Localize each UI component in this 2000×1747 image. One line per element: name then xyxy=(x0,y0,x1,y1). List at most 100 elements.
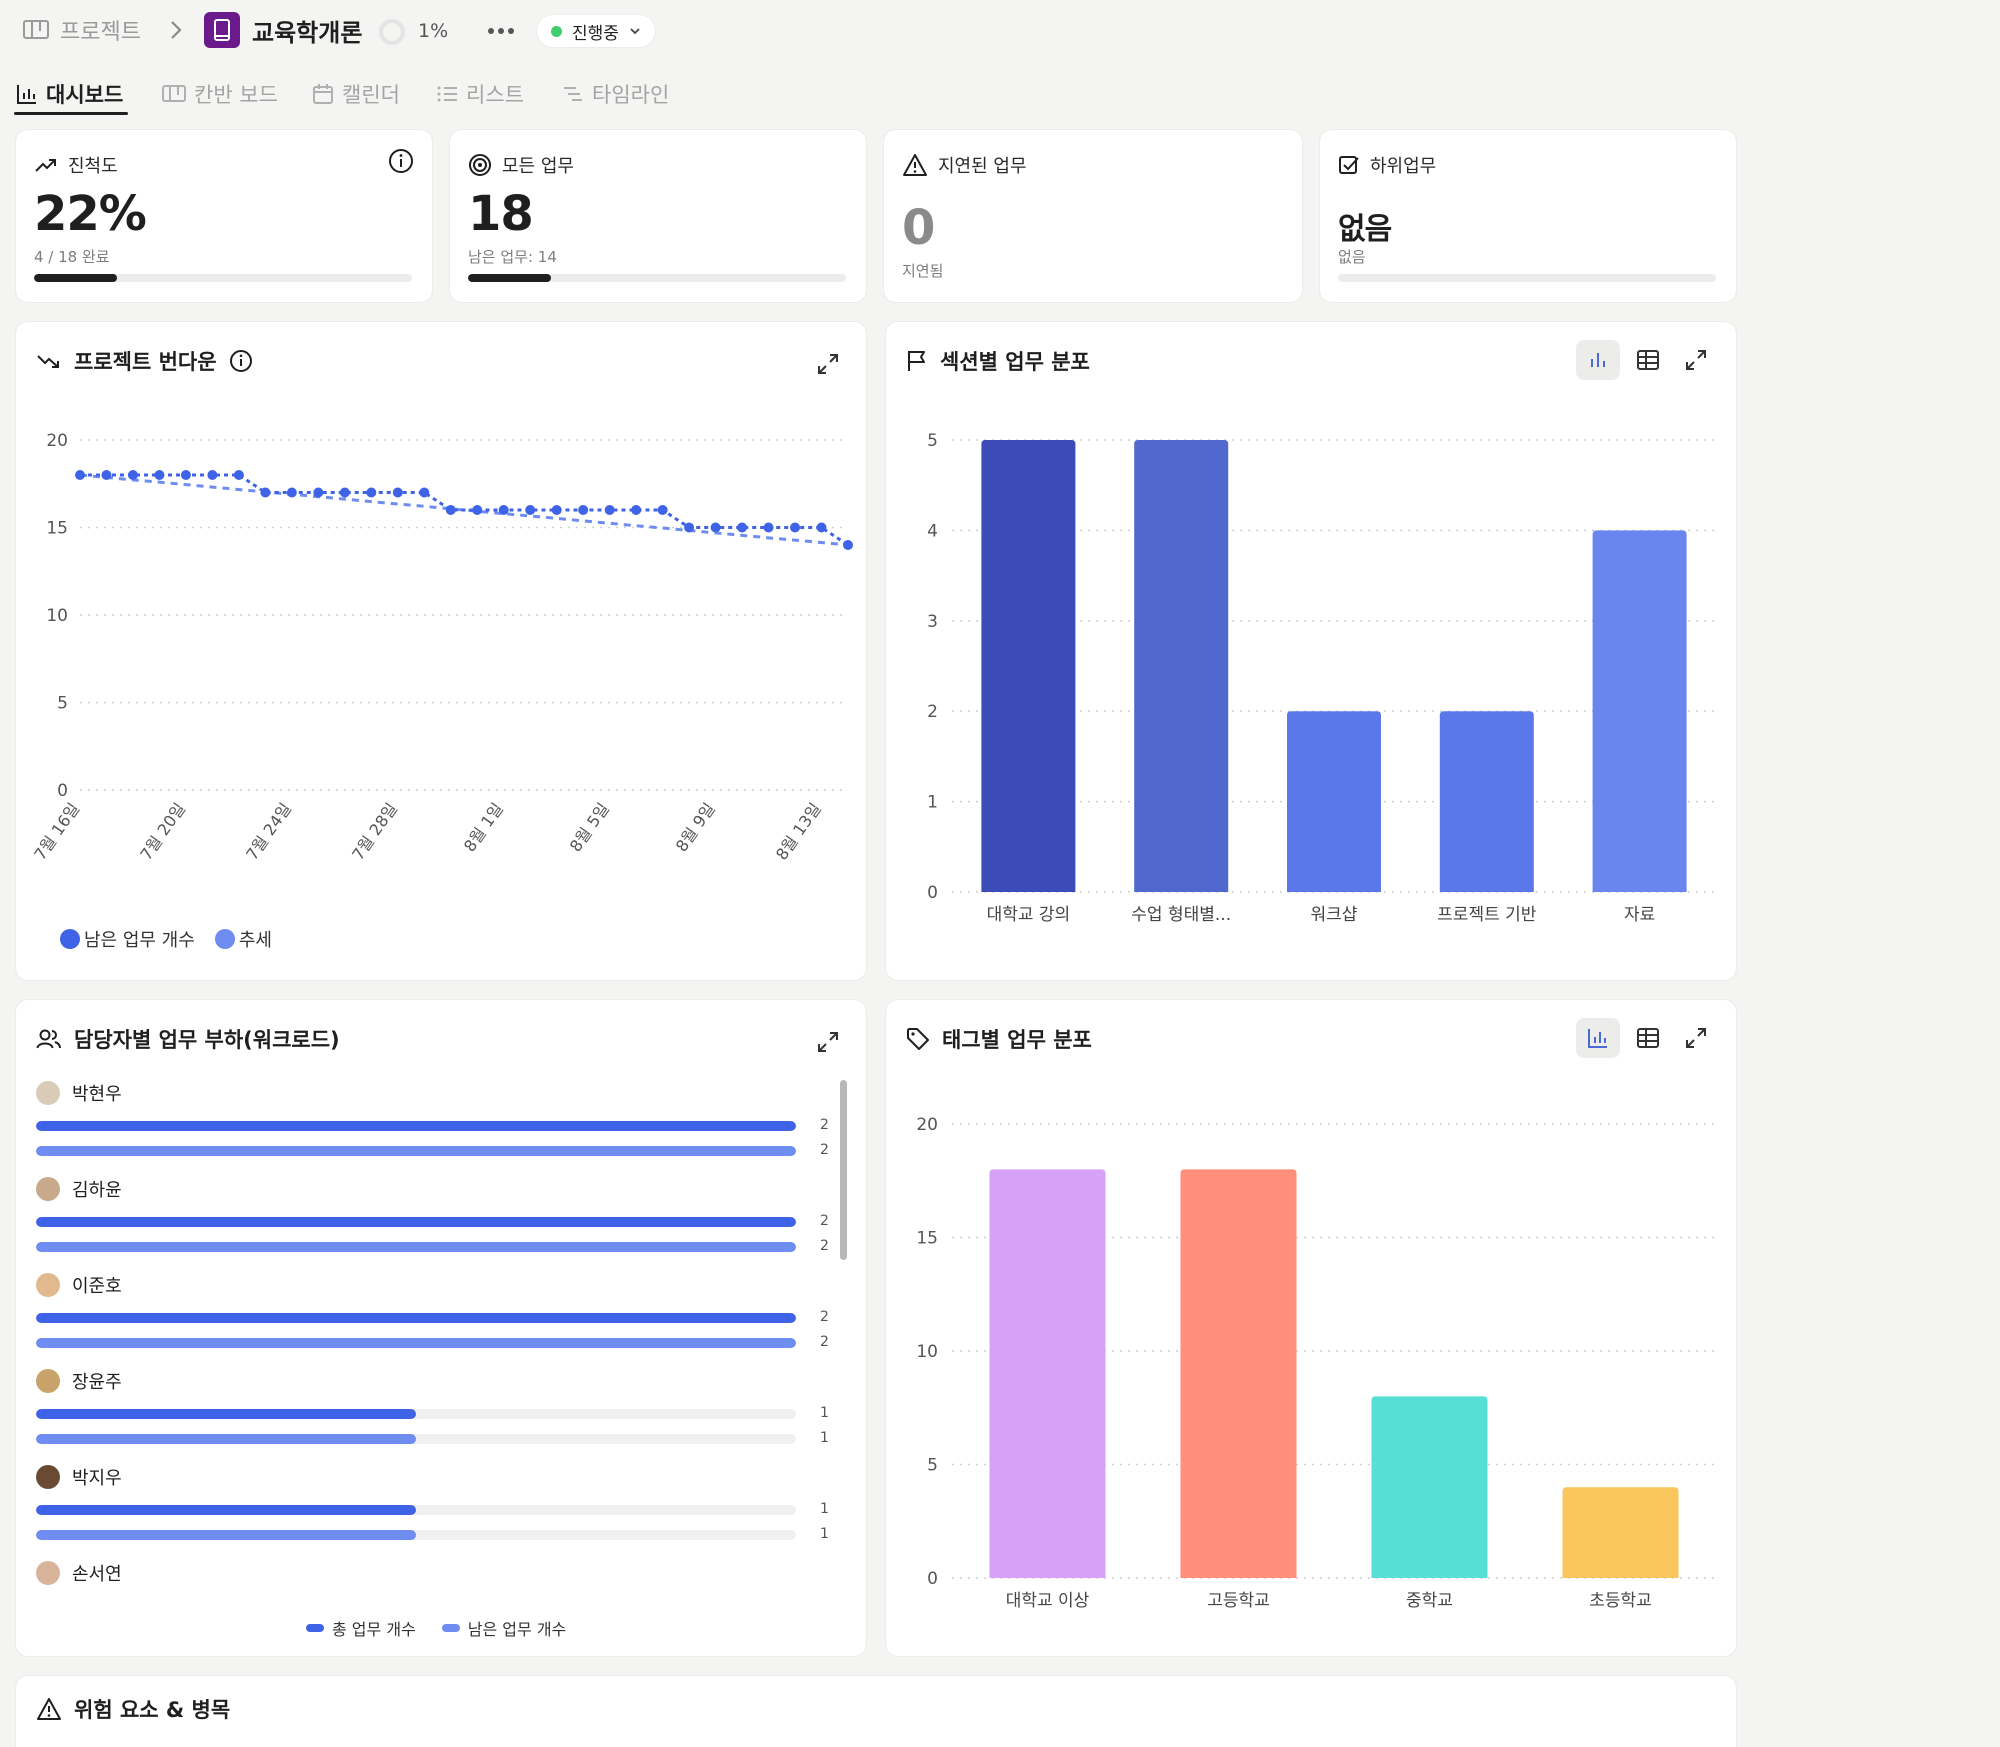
legend-swatch xyxy=(60,929,80,949)
breadcrumb-project[interactable]: 교육학개론 xyxy=(204,12,362,48)
section-distribution-panel: 섹션별 업무 분포 0 1 2 3 4 5 대학교 강의 수업 형태별... 워크샵 프로젝트 기… xyxy=(886,322,1736,980)
expand-icon xyxy=(1684,1026,1708,1050)
expand-button[interactable] xyxy=(1674,340,1718,380)
panel-title: 담당자별 업무 부하(워크로드) xyxy=(36,1024,340,1054)
more-icon[interactable] xyxy=(486,22,516,40)
stat-progress-fill xyxy=(468,274,552,282)
remaining-point xyxy=(339,487,350,498)
flag-icon xyxy=(906,349,928,373)
chart-view-button[interactable] xyxy=(1576,1018,1620,1058)
x-tick-label: 대학교 이상 xyxy=(1006,1591,1090,1611)
x-tick-label: 워크샵 xyxy=(1311,905,1358,925)
timeline-icon xyxy=(562,84,584,104)
y-tick-label: 10 xyxy=(916,1342,938,1362)
remaining-point xyxy=(127,470,138,480)
table-view-button[interactable] xyxy=(1626,1018,1670,1058)
top-bar: 프로젝트 교육학개론 1% 진행중 xyxy=(0,0,2000,64)
stat-title-label: 진척도 xyxy=(68,156,118,177)
panel-title-label: 태그별 업무 분포 xyxy=(942,1028,1092,1052)
remaining-point xyxy=(419,487,430,498)
table-view-button[interactable] xyxy=(1626,340,1670,380)
remaining-tasks-count: 1 xyxy=(820,1526,829,1542)
remaining-point xyxy=(551,505,562,515)
chart-view-button[interactable] xyxy=(1576,340,1620,380)
x-tick-label: 7월 28일 xyxy=(348,799,401,863)
tab-calendar[interactable]: 캘린더 xyxy=(312,78,400,110)
expand-button[interactable] xyxy=(806,344,850,384)
workload-person: 박현우 xyxy=(36,1080,122,1106)
tab-label: 대시보드 xyxy=(46,83,124,107)
bar xyxy=(1562,1487,1679,1578)
legend-item-total: 총 업무 개수 xyxy=(306,1616,416,1640)
panel-title-label: 담당자별 업무 부하(워크로드) xyxy=(74,1028,340,1052)
total-tasks-count: 2 xyxy=(820,1213,829,1229)
tag-distribution-panel: 태그별 업무 분포 0 5 10 15 20 대학교 이상 고등학교 중학교 초등학교 xyxy=(886,1000,1736,1656)
total-tasks-fill xyxy=(36,1505,416,1515)
info-icon[interactable] xyxy=(229,349,253,373)
y-tick-label: 20 xyxy=(916,1115,938,1135)
x-tick-label: 8월 13일 xyxy=(772,799,825,863)
tab-list[interactable]: 리스트 xyxy=(436,78,524,110)
breadcrumb-root[interactable]: 프로젝트 xyxy=(22,14,141,46)
status-dropdown[interactable]: 진행중 xyxy=(536,14,656,48)
workload-scrollbar[interactable] xyxy=(840,1080,847,1260)
remaining-point xyxy=(710,522,721,533)
y-tick-label: 2 xyxy=(927,702,938,722)
tab-label: 캘린더 xyxy=(342,83,400,107)
avatar xyxy=(36,1081,60,1105)
total-tasks-fill xyxy=(36,1409,416,1419)
legend-label: 남은 업무 개수 xyxy=(84,930,195,951)
expand-icon xyxy=(816,1030,840,1054)
remaining-point xyxy=(684,522,695,533)
legend-swatch xyxy=(441,1624,460,1632)
tab-timeline[interactable]: 타임라인 xyxy=(562,78,669,110)
trend-line xyxy=(79,473,849,547)
x-tick-label: 대학교 강의 xyxy=(987,905,1071,925)
expand-button[interactable] xyxy=(806,1022,850,1062)
info-icon[interactable] xyxy=(388,148,414,174)
remaining-point xyxy=(790,522,801,533)
panel-title: 섹션별 업무 분포 xyxy=(906,346,1090,376)
section-bar-chart: 0 1 2 3 4 5 대학교 강의 수업 형태별... 워크샵 프로젝트 기반 자료 xyxy=(927,431,1716,925)
bar xyxy=(1287,711,1381,892)
status-label: 진행중 xyxy=(572,23,619,44)
x-tick-label: 고등학교 xyxy=(1207,1591,1270,1611)
y-tick-label: 15 xyxy=(916,1229,938,1249)
avatar xyxy=(36,1465,60,1489)
bar xyxy=(981,440,1076,892)
bar xyxy=(1134,440,1229,892)
stat-title-label: 지연된 업무 xyxy=(938,156,1027,177)
expand-button[interactable] xyxy=(1674,1018,1718,1058)
total-tasks-fill xyxy=(36,1121,796,1131)
progress-percent: 1% xyxy=(418,20,449,42)
y-tick-label: 1 xyxy=(927,793,938,813)
bar xyxy=(1371,1396,1488,1578)
bar xyxy=(1439,711,1534,892)
remaining-tasks-count: 2 xyxy=(820,1334,829,1350)
stat-sub: 지연됨 xyxy=(902,262,944,280)
stat-title: 하위업무 xyxy=(1338,152,1436,178)
stat-sub: 남은 업무: 14 xyxy=(468,248,557,266)
remaining-tasks-fill xyxy=(36,1338,796,1348)
stat-title: 지연된 업무 xyxy=(902,152,1027,178)
remaining-point xyxy=(207,470,218,480)
legend-label: 총 업무 개수 xyxy=(332,1620,416,1639)
total-tasks-count: 1 xyxy=(820,1405,829,1421)
y-tick-label: 15 xyxy=(46,519,68,539)
tab-kanban[interactable]: 칸반 보드 xyxy=(162,78,278,110)
stat-title-label: 모든 업무 xyxy=(502,156,574,177)
x-tick-label: 8월 9일 xyxy=(672,799,719,855)
workload-person: 김하윤 xyxy=(36,1176,122,1202)
total-tasks-bar xyxy=(36,1409,796,1419)
tab-label: 리스트 xyxy=(466,83,524,107)
tab-dashboard[interactable]: 대시보드 xyxy=(16,78,123,110)
stat-progress-fill xyxy=(34,274,118,282)
book-icon xyxy=(204,12,240,48)
table-icon xyxy=(1636,349,1660,371)
total-tasks-fill xyxy=(36,1313,796,1323)
chevron-down-icon xyxy=(629,26,641,36)
breadcrumb-root-label: 프로젝트 xyxy=(60,20,141,45)
panel-title-label: 섹션별 업무 분포 xyxy=(940,350,1090,374)
remaining-point xyxy=(180,470,191,480)
bar xyxy=(1592,530,1687,892)
